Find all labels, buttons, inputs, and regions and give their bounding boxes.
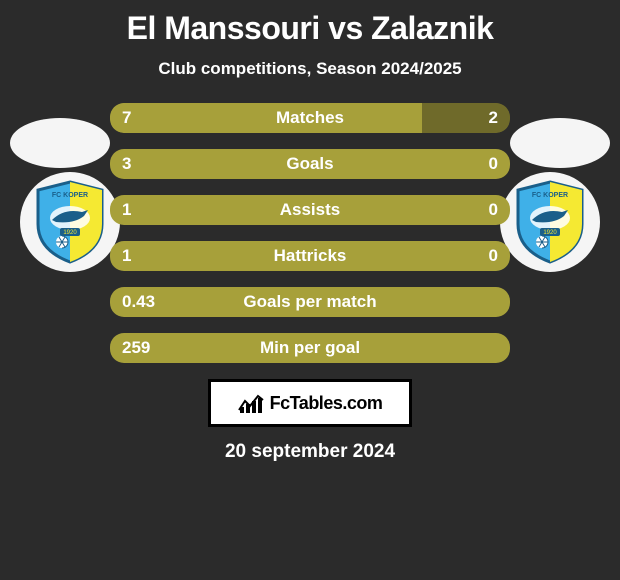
club-badge-right: FC KOPER 1920: [500, 172, 600, 272]
branding-box: FcTables.com: [208, 379, 412, 427]
stat-label: Assists: [110, 195, 510, 225]
stat-value-right: 0: [489, 149, 498, 179]
svg-text:FC KOPER: FC KOPER: [532, 192, 568, 199]
stat-value-right: 0: [489, 195, 498, 225]
stat-label: Goals: [110, 149, 510, 179]
stat-label: Hattricks: [110, 241, 510, 271]
comparison-bars: Matches72Goals30Assists10Hattricks10Goal…: [110, 103, 510, 363]
stat-label: Matches: [110, 103, 510, 133]
stat-label: Min per goal: [110, 333, 510, 363]
stat-value-left: 3: [122, 149, 131, 179]
stat-label: Goals per match: [110, 287, 510, 317]
stat-value-left: 7: [122, 103, 131, 133]
svg-text:FC KOPER: FC KOPER: [52, 192, 88, 199]
stat-value-left: 0.43: [122, 287, 155, 317]
page-title: El Manssouri vs Zalaznik: [0, 0, 620, 47]
player-placeholder-right: [510, 118, 610, 168]
shield-icon: FC KOPER 1920: [34, 180, 106, 264]
stat-value-right: 0: [489, 241, 498, 271]
stat-row: Matches7 2: [110, 103, 510, 133]
stat-row: Assists1 0: [110, 195, 510, 225]
stat-value-left: 1: [122, 195, 131, 225]
subtitle: Club competitions, Season 2024/2025: [0, 59, 620, 79]
stat-row: Hattricks1 0: [110, 241, 510, 271]
svg-text:1920: 1920: [543, 230, 557, 236]
svg-text:1920: 1920: [63, 230, 77, 236]
branding-text: FcTables.com: [270, 393, 383, 414]
chart-icon: [238, 392, 264, 414]
stat-row: Goals per match0.43: [110, 287, 510, 317]
stat-value-left: 259: [122, 333, 150, 363]
stat-row: Min per goal259: [110, 333, 510, 363]
club-badge-left: FC KOPER 1920: [20, 172, 120, 272]
date-text: 20 september 2024: [0, 441, 620, 463]
stat-value-left: 1: [122, 241, 131, 271]
shield-icon: FC KOPER 1920: [514, 180, 586, 264]
stat-row: Goals3 0: [110, 149, 510, 179]
stat-value-right: 2: [489, 103, 498, 133]
player-placeholder-left: [10, 118, 110, 168]
